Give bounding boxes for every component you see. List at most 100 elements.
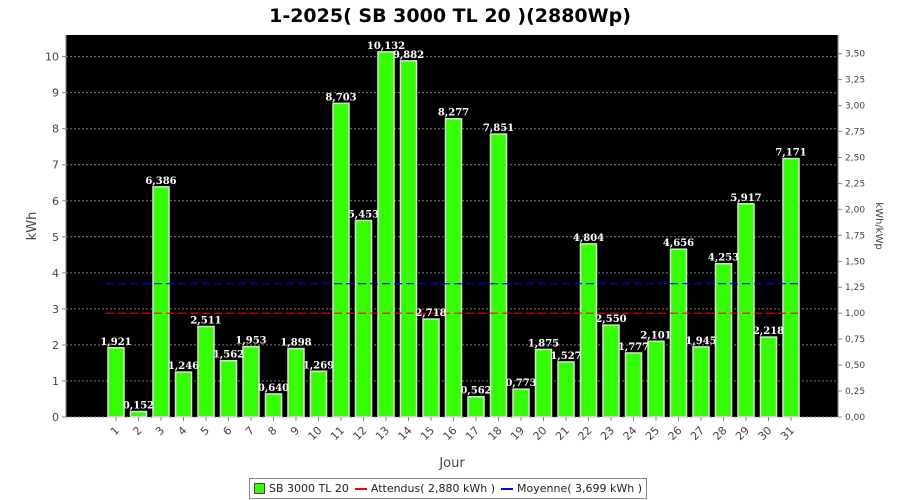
- x-tick-label: 12: [351, 424, 370, 443]
- data-labels: 1,921 0,152 6,386 1,246 2,511 1,562 1,953 0,640…: [100, 41, 806, 412]
- y-right-tick-label: 0,00: [845, 413, 865, 423]
- x-tick-label: 3: [153, 424, 167, 438]
- x-tick-label: 9: [288, 424, 302, 438]
- y-tick-label: 1: [52, 375, 59, 388]
- bar: [287, 347, 305, 418]
- bar: [242, 345, 260, 418]
- x-tick-label: 26: [666, 424, 685, 443]
- y-tick-label: 9: [52, 87, 59, 100]
- x-tick-label: 6: [220, 424, 234, 438]
- data-label: 8,277: [438, 108, 469, 119]
- x-tick-label: 24: [621, 424, 640, 443]
- x-tick-label: 16: [441, 424, 460, 443]
- y-right-tick-label: 2,75: [845, 128, 865, 138]
- x-tick-label: 7: [243, 424, 257, 438]
- bar: [444, 117, 463, 418]
- bar: [174, 371, 193, 418]
- bar: [579, 243, 598, 418]
- x-tick-label: 13: [373, 424, 392, 443]
- x-tick-label: 1: [108, 424, 122, 438]
- legend-label-series: SB 3000 TL 20: [269, 482, 349, 495]
- y-right-tick-label: 1,25: [845, 283, 865, 293]
- data-label: 9,882: [393, 50, 424, 61]
- x-tick-label: 30: [756, 424, 775, 443]
- bar: [129, 410, 148, 418]
- x-tick-label: 2: [130, 424, 144, 438]
- legend-item-series: SB 3000 TL 20: [254, 482, 349, 495]
- y-tick-label: 10: [45, 51, 59, 64]
- y-right-tick-label: 2,50: [845, 153, 865, 163]
- data-label: 1,527: [550, 351, 581, 362]
- y-right-tick-label: 1,75: [845, 231, 865, 241]
- x-tick-label: 4: [175, 424, 189, 438]
- legend-item-moyenne: Moyenne( 3,699 kWh ): [501, 482, 642, 495]
- data-label: 0,152: [123, 401, 154, 412]
- data-label: 8,703: [325, 92, 356, 103]
- y-right-tick-label: 2,00: [845, 205, 865, 215]
- bar: [354, 219, 373, 418]
- data-label: 1,953: [235, 336, 266, 347]
- data-label: 2,218: [753, 326, 784, 337]
- y-tick-label: 0: [52, 411, 59, 424]
- bar: [737, 203, 755, 418]
- x-tick-label: 28: [711, 424, 730, 443]
- x-tick-label: 31: [778, 424, 797, 443]
- data-label: 4,804: [573, 233, 604, 244]
- x-tick-label: 14: [396, 424, 415, 443]
- y-right-tick-label: 1,50: [845, 257, 865, 267]
- bar: [759, 336, 778, 418]
- bars-group: [107, 51, 800, 418]
- x-tick-label: 19: [508, 424, 527, 443]
- x-tick-label: 5: [198, 424, 212, 438]
- y-tick-label: 8: [52, 123, 59, 136]
- legend-label-attendus: Attendus( 2,880 kWh ): [370, 482, 496, 495]
- bar: [197, 325, 215, 418]
- y-right-tick-label: 0,50: [845, 361, 865, 371]
- x-axis-label: Jour: [438, 456, 465, 471]
- data-label: 0,773: [505, 378, 536, 389]
- chart-title: 1-2025( SB 3000 TL 20 )(2880Wp): [269, 5, 631, 27]
- bar: [309, 370, 328, 418]
- data-label: 2,511: [190, 316, 221, 327]
- data-label: 2,550: [595, 314, 626, 325]
- data-label: 1,875: [528, 338, 559, 349]
- y-right-tick-label: 0,25: [845, 387, 865, 397]
- y-tick-label: 2: [52, 339, 59, 352]
- y-axis-left: 0 1 2 3 4 5 6 7 8 9 10: [45, 51, 66, 424]
- bar: [692, 346, 710, 418]
- bar: [512, 388, 530, 418]
- y-right-tick-label: 3,25: [845, 76, 865, 86]
- data-label: 4,656: [663, 238, 694, 249]
- y-right-tick-label: 3,00: [845, 102, 865, 112]
- data-label: 1,562: [213, 350, 244, 361]
- bar: [152, 186, 170, 418]
- x-tick-label: 20: [531, 424, 550, 443]
- y-axis-right: 0,00 0,25 0,50 0,75 1,00 1,25 1,50 1,75 2,00 2,25…: [838, 50, 865, 423]
- x-tick-label: 21: [553, 424, 572, 443]
- legend-swatch-moyenne: [501, 487, 514, 490]
- data-label: 6,386: [145, 176, 176, 187]
- reference-lines: [106, 283, 801, 314]
- legend-swatch-series: [254, 483, 265, 494]
- bar: [467, 395, 485, 418]
- bar: [534, 348, 553, 418]
- bar: [332, 102, 350, 418]
- x-tick-label: 8: [265, 424, 279, 438]
- legend-swatch-attendus: [354, 487, 367, 490]
- y-tick-label: 7: [52, 159, 59, 172]
- data-label: 0,640: [258, 383, 289, 394]
- x-tick-label: 17: [463, 424, 482, 443]
- x-tick-label: 22: [576, 424, 595, 443]
- y-axis-right-label: kWh/kWp: [873, 202, 884, 249]
- data-label: 7,171: [775, 148, 806, 159]
- data-label: 7,851: [483, 123, 514, 134]
- data-label: 1,945: [685, 336, 716, 347]
- x-tick-label: 10: [306, 424, 325, 443]
- bar: [647, 340, 665, 418]
- bar: [714, 262, 733, 418]
- bar: [669, 248, 688, 418]
- y-axis-label: kWh: [25, 212, 40, 241]
- bar: [782, 157, 800, 418]
- legend-label-moyenne: Moyenne( 3,699 kWh ): [517, 482, 643, 495]
